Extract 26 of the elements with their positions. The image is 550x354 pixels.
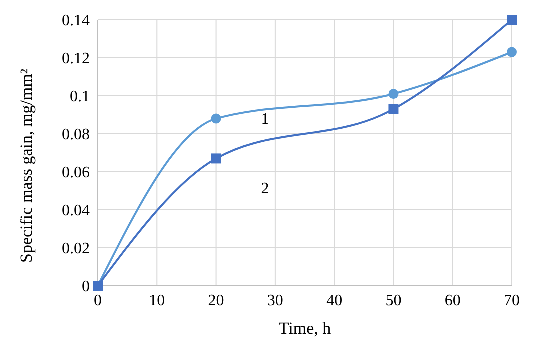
x-tick-label: 50 bbox=[386, 292, 402, 310]
point bbox=[388, 89, 399, 100]
x-tick-label: 40 bbox=[326, 292, 343, 310]
y-axis-title: Specific mass gain, mg/mm² bbox=[17, 69, 36, 263]
x-tick-label: 70 bbox=[504, 292, 520, 310]
point bbox=[211, 154, 222, 164]
point bbox=[211, 114, 222, 124]
x-tick-label: 0 bbox=[94, 292, 102, 310]
y-tick-label: 0.02 bbox=[62, 240, 90, 258]
text: 2 bbox=[261, 180, 270, 198]
x-tick-label: 60 bbox=[444, 292, 461, 310]
point bbox=[388, 104, 399, 114]
y-tick-label: 0.06 bbox=[62, 164, 90, 182]
x-tick-label: 30 bbox=[267, 292, 284, 310]
series-label: 1 bbox=[261, 110, 270, 128]
y-tick-label: 0.1 bbox=[70, 88, 90, 106]
y-tick-label: 0.14 bbox=[62, 12, 90, 30]
y-tick-label: 0.04 bbox=[62, 202, 90, 220]
y-tick-label: 0.08 bbox=[62, 126, 90, 144]
point bbox=[507, 15, 517, 25]
x-axis-title: Time, h bbox=[278, 319, 332, 338]
y-tick-label: 0 bbox=[82, 278, 90, 296]
x-tick-label: 20 bbox=[208, 292, 224, 310]
y-tick-label: 0.12 bbox=[62, 50, 90, 68]
x-tick-label: 10 bbox=[149, 292, 166, 310]
point bbox=[507, 47, 517, 58]
